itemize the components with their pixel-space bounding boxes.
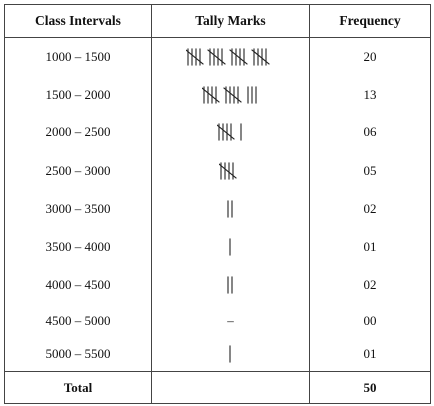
header-frequency: Frequency (309, 4, 431, 38)
frequency-cell: 06 (309, 112, 431, 152)
interval-cell: 2000 – 2500 (4, 112, 152, 152)
frequency-cell: 01 (309, 227, 431, 266)
tally-marks-graphic (185, 48, 270, 66)
table-row: 4500 – 5000 – 00 (4, 303, 431, 338)
tally-marks-graphic (216, 123, 242, 141)
table-row: 3500 – 4000 01 (4, 227, 431, 266)
frequency-cell: 02 (309, 189, 431, 228)
tally-marks-graphic (226, 199, 233, 218)
interval-cell: 2500 – 3000 (4, 151, 152, 190)
tally-marks-graphic (218, 161, 237, 180)
tally-marks-graphic (201, 85, 257, 104)
interval-cell: 4000 – 4500 (4, 265, 152, 304)
tally-stroke (206, 49, 226, 66)
tally-stroke (222, 86, 242, 103)
tally-stroke (218, 162, 237, 179)
interval-cell: 3500 – 4000 (4, 227, 152, 266)
interval-cell: 1500 – 2000 (4, 76, 152, 113)
tally-cell (151, 151, 310, 190)
tally-cell (151, 337, 310, 372)
table-row: 2500 – 3000 05 (4, 151, 431, 190)
tally-marks-graphic (228, 345, 231, 363)
tally-cell (151, 265, 310, 304)
table-row: 5000 – 5500 01 (4, 337, 431, 372)
tally-stroke (228, 49, 248, 66)
total-value: 50 (309, 371, 431, 404)
frequency-cell: 00 (309, 303, 431, 338)
tally-stroke (216, 124, 235, 140)
interval-cell: 3000 – 3500 (4, 189, 152, 228)
frequency-cell: 01 (309, 337, 431, 372)
frequency-cell: 20 (309, 37, 431, 77)
table-row: 1500 – 2000 13 (4, 76, 431, 113)
frequency-cell: 05 (309, 151, 431, 190)
frequency-cell: 13 (309, 76, 431, 113)
total-label: Total (4, 371, 152, 404)
frequency-table: Class Intervals Tally Marks Frequency 10… (4, 4, 431, 404)
tally-marks-graphic (226, 275, 233, 294)
interval-cell: 4500 – 5000 (4, 303, 152, 338)
interval-cell: 5000 – 5500 (4, 337, 152, 372)
total-tally-cell (151, 371, 310, 404)
table-row: 4000 – 4500 02 (4, 265, 431, 304)
header-tally-marks: Tally Marks (151, 4, 310, 38)
table-row: 3000 – 3500 02 (4, 189, 431, 228)
tally-cell (151, 76, 310, 113)
table-row: 2000 – 2500 06 (4, 112, 431, 152)
tally-cell: – (151, 303, 310, 338)
tally-cell (151, 37, 310, 77)
tally-stroke (250, 49, 270, 66)
total-row: Total 50 (4, 371, 431, 404)
interval-cell: 1000 – 1500 (4, 37, 152, 77)
frequency-cell: 02 (309, 265, 431, 304)
header-row: Class Intervals Tally Marks Frequency (4, 4, 431, 38)
tally-stroke (185, 49, 204, 66)
tally-marks-graphic (228, 237, 231, 256)
tally-cell (151, 227, 310, 266)
tally-stroke (201, 86, 220, 103)
tally-cell (151, 189, 310, 228)
table-row: 1000 – 1500 20 (4, 37, 431, 77)
tally-cell (151, 112, 310, 152)
header-class-intervals: Class Intervals (4, 4, 152, 38)
